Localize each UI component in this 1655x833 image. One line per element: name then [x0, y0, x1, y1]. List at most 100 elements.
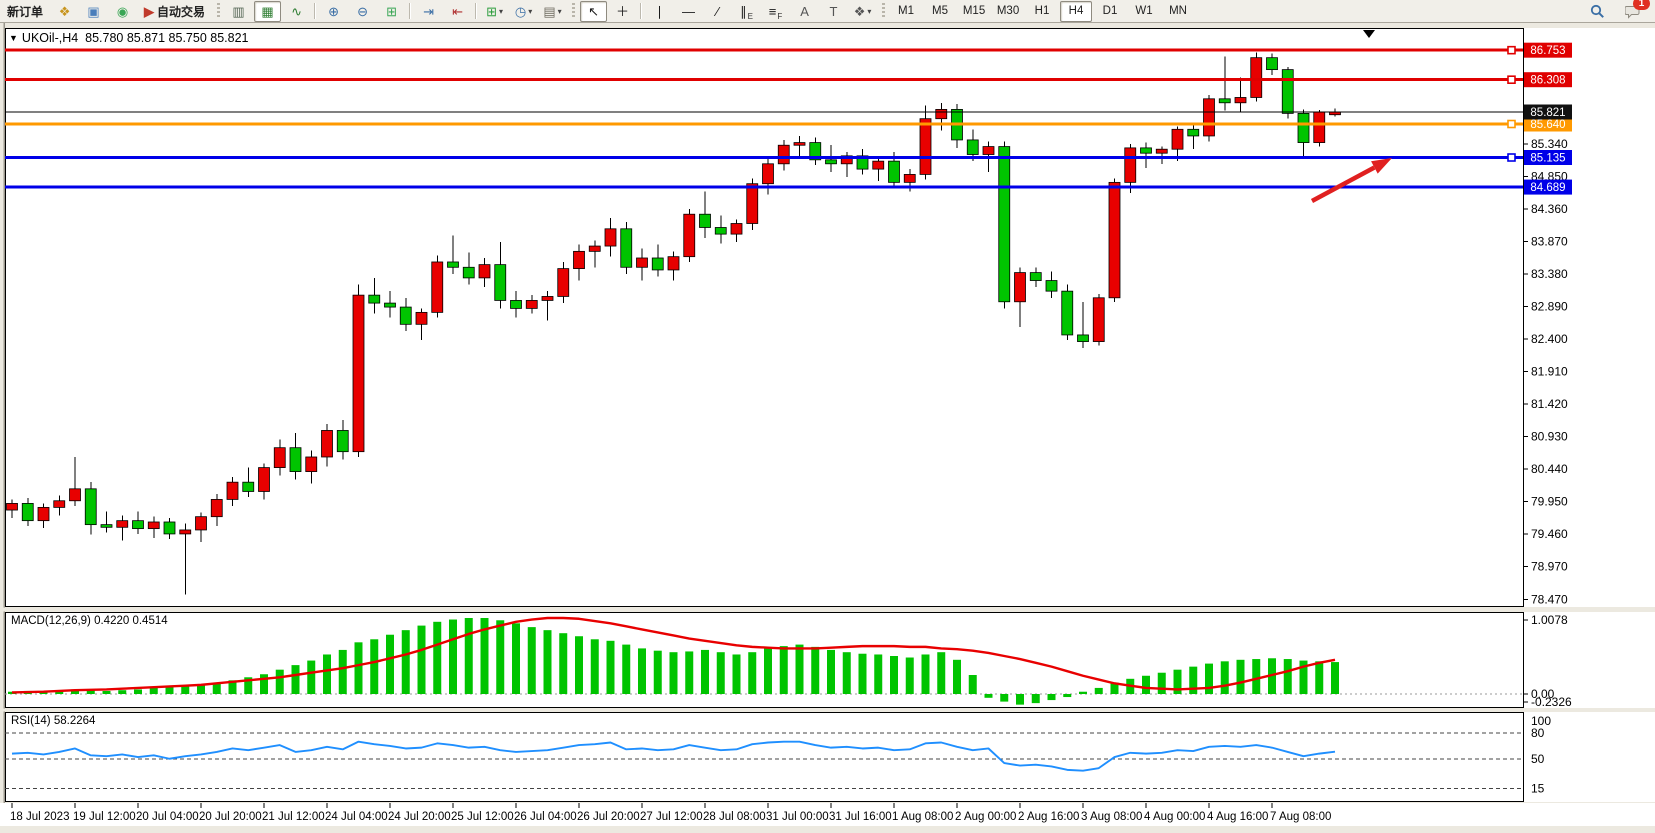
- macd-histogram-bar: [1079, 691, 1087, 694]
- new-chart-icon[interactable]: ⊞ ▾: [481, 1, 508, 22]
- text-label-icon[interactable]: T: [820, 1, 847, 22]
- crosshair-icon[interactable]: ＋: [609, 1, 636, 22]
- line-chart-icon[interactable]: ∿: [283, 1, 310, 22]
- svg-text:84.689: 84.689: [1530, 182, 1565, 194]
- timeframe-button-w1[interactable]: W1: [1135, 5, 1153, 17]
- timeframe-button-m5[interactable]: M5: [932, 5, 949, 17]
- price-badge-84.689: 84.689: [1524, 179, 1572, 195]
- horizontal-line-85.640[interactable]: [5, 119, 1523, 129]
- annotation-arrow[interactable]: [1310, 158, 1392, 203]
- macd-axis-label: -0.2326: [1531, 695, 1572, 709]
- chart-shift-icon[interactable]: ⇤: [444, 1, 471, 22]
- new-order-button[interactable]: 新订单: [7, 4, 44, 19]
- vertical-line-icon[interactable]: ∣: [646, 1, 673, 22]
- arrows-icon-dropdown[interactable]: ▾: [867, 6, 872, 16]
- bull-candle: [210, 499, 223, 518]
- time-tick-label: 27 Jul 12:00: [640, 811, 703, 823]
- time-tick-label: 24 Jul 20:00: [388, 811, 451, 823]
- line-handle[interactable]: [1507, 153, 1516, 162]
- bull-candle: [305, 456, 318, 472]
- price-badge-86.308: 86.308: [1524, 72, 1572, 88]
- trendline-icon[interactable]: ∕: [704, 1, 731, 22]
- macd-histogram-bar: [433, 621, 442, 694]
- bear-candle: [1029, 272, 1042, 281]
- candlestick-chart-icon[interactable]: ▦: [254, 0, 282, 22]
- search-icon[interactable]: [1584, 1, 1611, 22]
- horizontal-line-85.135[interactable]: [5, 153, 1523, 162]
- horizontal-line-86.753[interactable]: [5, 45, 1523, 55]
- macd-histogram-bar: [984, 694, 993, 698]
- svg-text:86.753: 86.753: [1530, 45, 1565, 57]
- macd-histogram-bar: [1315, 661, 1324, 694]
- macd-histogram-bar: [622, 644, 631, 694]
- line-handle[interactable]: [1507, 45, 1516, 55]
- macd-histogram-bar: [354, 642, 363, 694]
- fibonacci-icon[interactable]: ≡ F: [762, 1, 789, 22]
- toolbar-grip: [572, 3, 576, 19]
- macd-histogram-bar: [606, 640, 615, 694]
- periods-icon[interactable]: ◷ ▾: [510, 1, 537, 22]
- channel-icon[interactable]: ∥ E: [733, 1, 760, 22]
- macd-histogram-bar: [1094, 687, 1103, 694]
- signals-icon[interactable]: ◉: [109, 1, 136, 22]
- periods-icon-dropdown[interactable]: ▾: [528, 6, 533, 16]
- arrows-icon[interactable]: ❖ ▾: [849, 1, 876, 22]
- notifications-icon[interactable]: 1: [1619, 0, 1650, 22]
- timeframe-button-d1[interactable]: D1: [1102, 5, 1118, 17]
- bull-candle: [116, 520, 129, 528]
- macd-histogram-bar: [732, 654, 741, 694]
- bull-candle: [683, 213, 696, 258]
- timeframe-button-mn[interactable]: MN: [1169, 5, 1187, 17]
- text-icon: A: [800, 3, 809, 19]
- toolbar-grip: [882, 3, 886, 19]
- macd-histogram-bar: [338, 649, 347, 694]
- price-tick-label: 80.930: [1531, 429, 1568, 443]
- macd-panel-frame: [5, 612, 1524, 708]
- zoom-out-icon[interactable]: ⊖: [349, 1, 376, 22]
- bull-candle: [777, 144, 790, 165]
- chart-end-marker-icon[interactable]: [1363, 30, 1375, 38]
- macd-histogram-bar: [244, 677, 253, 694]
- horizontal-line-86.308[interactable]: [5, 75, 1523, 84]
- timeframe-button-m30[interactable]: M30: [996, 5, 1020, 17]
- bull-candle: [478, 264, 491, 279]
- bull-candle: [1313, 111, 1326, 143]
- autotrade-label: 自动交易: [157, 4, 206, 19]
- line-handle[interactable]: [1507, 75, 1516, 84]
- timeframe-button-h4[interactable]: H4: [1060, 0, 1093, 22]
- bull-candle: [604, 228, 617, 247]
- bull-candle: [793, 142, 806, 146]
- tile-windows-icon[interactable]: ⊞: [378, 1, 405, 22]
- auto-scroll-icon: ⇥: [423, 3, 434, 19]
- time-tick-label: 26 Jul 20:00: [577, 811, 640, 823]
- bull-candle: [1108, 181, 1121, 299]
- macd-histogram-bar: [905, 657, 914, 694]
- timeframe-button-h1[interactable]: H1: [1034, 5, 1050, 17]
- macd-histogram-bar: [1252, 659, 1261, 694]
- zoom-out-icon: ⊖: [357, 3, 368, 19]
- timeframe-button-m15[interactable]: M15: [962, 5, 986, 17]
- line-handle[interactable]: [1507, 119, 1516, 129]
- horizontal-line-icon[interactable]: —: [675, 1, 702, 22]
- zoom-in-icon[interactable]: ⊕: [320, 1, 347, 22]
- time-tick-label: 21 Jul 12:00: [262, 811, 325, 823]
- text-icon[interactable]: A: [791, 1, 818, 22]
- templates-icon-dropdown[interactable]: ▾: [557, 6, 562, 16]
- price-tick-label: 79.460: [1531, 527, 1568, 541]
- bar-chart-icon[interactable]: ▥: [225, 1, 252, 22]
- auto-scroll-icon[interactable]: ⇥: [415, 1, 442, 22]
- timeframe-button-m1[interactable]: M1: [898, 5, 915, 17]
- crosshair-icon: ＋: [616, 3, 630, 19]
- macd-histogram-bar: [543, 630, 552, 694]
- bull-candle: [746, 183, 759, 224]
- autotrade-button[interactable]: ▶ 自动交易: [138, 1, 211, 22]
- new-chart-icon-dropdown[interactable]: ▾: [498, 6, 503, 16]
- tile-windows-icon: ⊞: [386, 3, 397, 19]
- terminal-icon[interactable]: ▣: [80, 1, 107, 22]
- rsi-line: [11, 740, 1336, 772]
- cursor-icon[interactable]: ↖: [580, 0, 608, 22]
- macd-histogram-bar: [1283, 659, 1292, 694]
- templates-icon[interactable]: ▤ ▾: [539, 1, 566, 22]
- chart-stack-icon[interactable]: ❖: [51, 1, 78, 22]
- price-tick-label: 81.420: [1531, 397, 1568, 411]
